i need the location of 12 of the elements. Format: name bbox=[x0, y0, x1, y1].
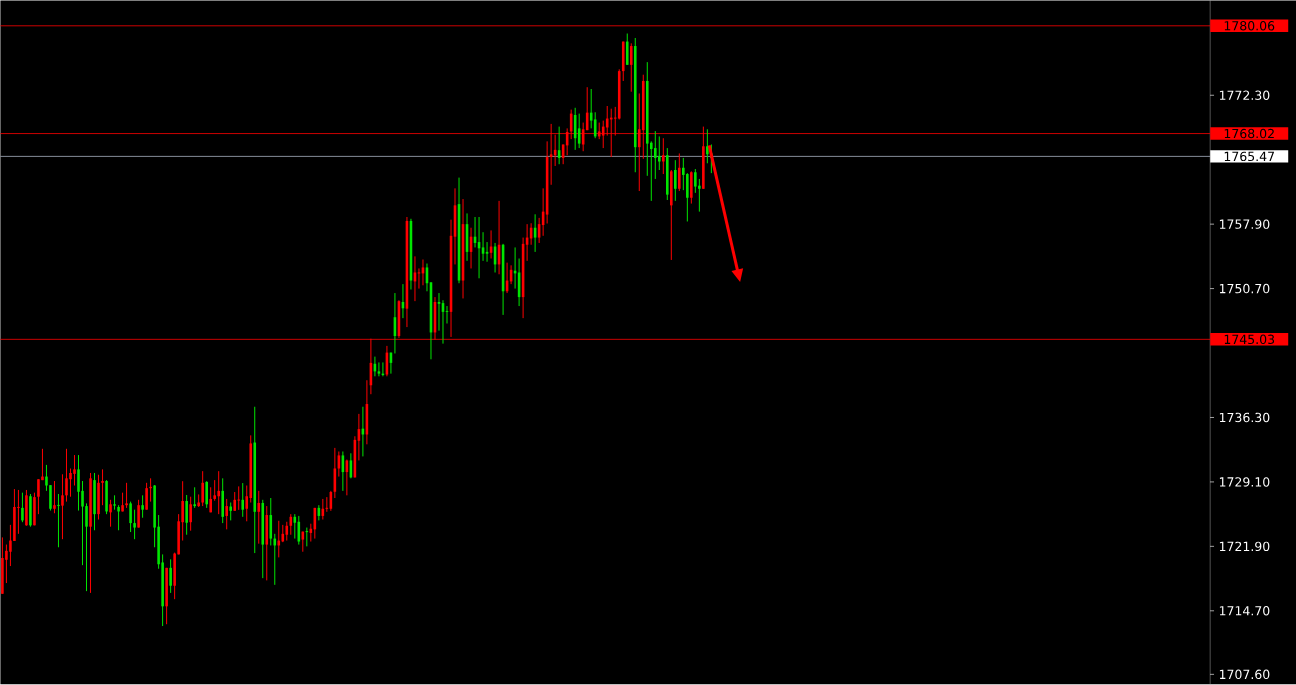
y-tick-label: 1729.10 bbox=[1219, 477, 1270, 487]
y-tick-label: 1714.70 bbox=[1219, 606, 1270, 616]
y-tick-label: 1750.70 bbox=[1219, 284, 1270, 294]
y-tick-label: 1721.90 bbox=[1219, 541, 1270, 552]
y-tick-label: 1757.90 bbox=[1219, 219, 1270, 230]
ref-line-label: 1768.02 bbox=[1224, 129, 1274, 139]
ref-line-label: 1780.06 bbox=[1224, 21, 1275, 31]
ref-line-label: 1745.03 bbox=[1224, 334, 1275, 345]
y-tick-label: 1707.60 bbox=[1219, 669, 1270, 680]
ref-line-label: 1765.47 bbox=[1224, 151, 1274, 162]
y-tick-label: 1736.30 bbox=[1219, 412, 1270, 423]
y-tick-label: 1772.30 bbox=[1219, 90, 1270, 101]
